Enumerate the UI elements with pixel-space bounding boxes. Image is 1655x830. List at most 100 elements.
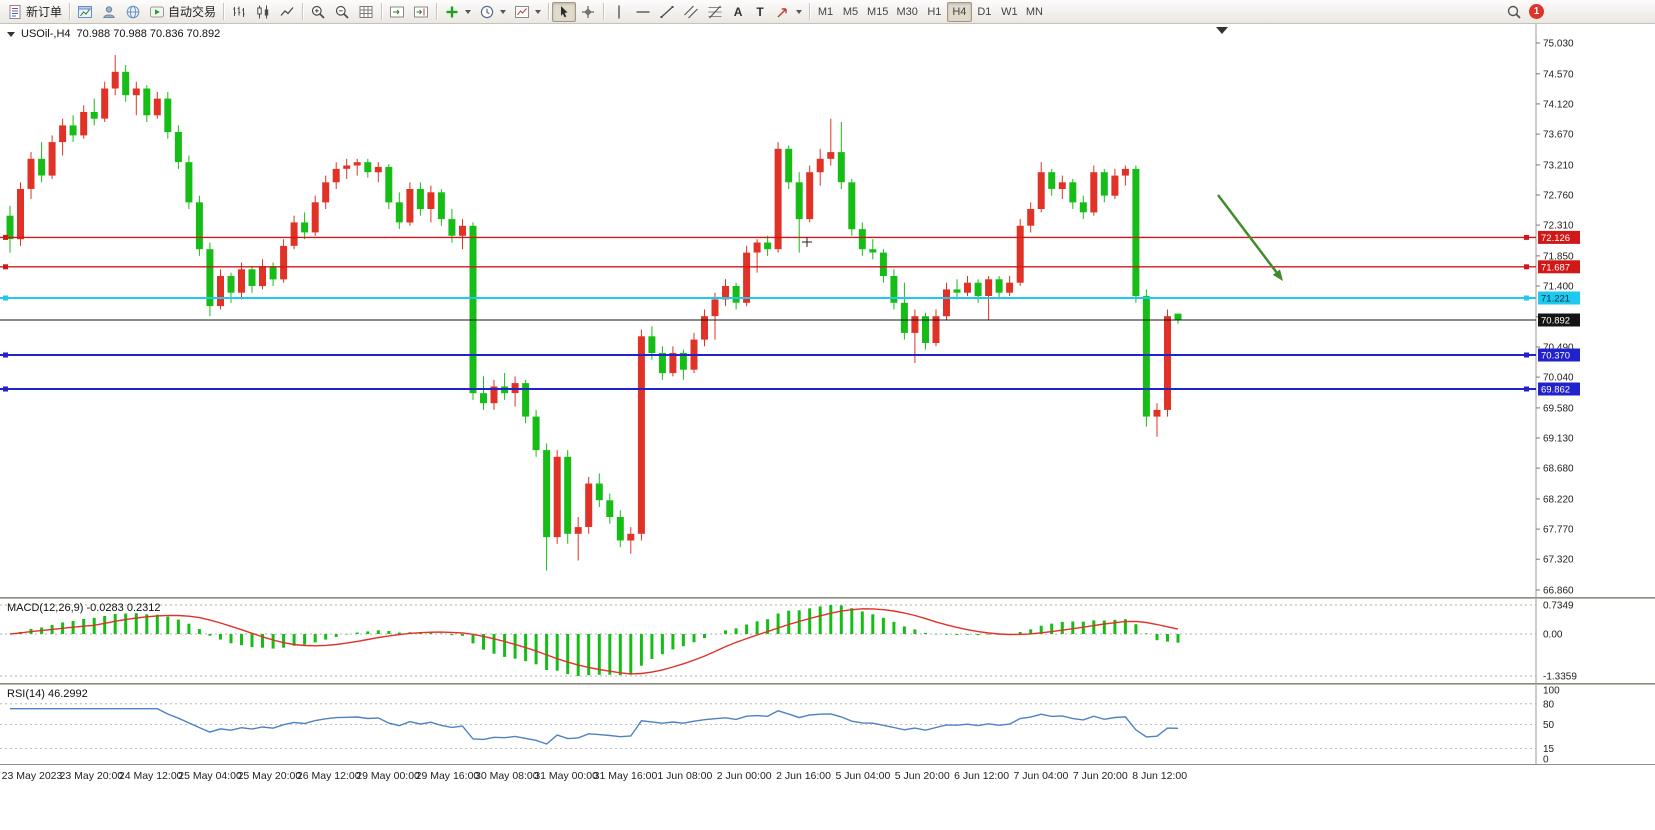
svg-text:67.320: 67.320 <box>1543 555 1574 566</box>
time-label: 23 May 20:00 <box>59 770 124 782</box>
time-label: 5 Jun 04:00 <box>835 770 891 782</box>
timeframe-group: M1 M5 M15 M30 H1 H4 D1 W1 MN <box>813 1 1047 22</box>
time-label: 7 Jun 20:00 <box>1072 770 1128 782</box>
time-label: 7 Jun 04:00 <box>1013 770 1069 782</box>
time-axis[interactable]: 23 May 2023 23 May 20:00 24 May 12:00 25 Ma… <box>0 764 1655 786</box>
community-button[interactable] <box>121 2 145 22</box>
chart-menu-icon[interactable] <box>7 31 15 37</box>
svg-text:15: 15 <box>1543 744 1555 755</box>
auto-scroll-icon <box>390 6 405 17</box>
clock-icon <box>480 5 494 18</box>
timeframe-button-M30[interactable]: M30 <box>896 5 918 18</box>
rsi-label: RSI(14) 46.2992 <box>7 688 88 700</box>
notification-badge[interactable]: 1 <box>1529 4 1544 19</box>
time-label: 29 May 16:00 <box>415 770 480 782</box>
chart-ohlc-values: 70.988 70.988 70.836 70.892 <box>76 28 221 40</box>
tile-windows-button[interactable] <box>354 2 378 22</box>
horizontal-line-tool-button[interactable] <box>631 2 655 22</box>
time-label: 2 Jun 16:00 <box>776 770 831 782</box>
timeframe-button-W1[interactable]: W1 <box>1001 5 1018 18</box>
svg-text:50: 50 <box>1543 720 1555 731</box>
text-tool-button[interactable]: A <box>727 2 749 22</box>
channel-tool-button[interactable] <box>679 2 703 22</box>
rsi-canvas[interactable]: 100 80 50 150 <box>0 685 1655 764</box>
time-label: 24 May 12:00 <box>118 770 183 782</box>
label-tool-button[interactable]: T <box>749 2 771 22</box>
time-label: 31 May 16:00 <box>593 770 658 782</box>
zoom-out-button[interactable] <box>330 2 354 22</box>
fibonacci-tool-button[interactable] <box>703 2 727 22</box>
svg-text:100: 100 <box>1543 686 1560 697</box>
timeframe-button-D1[interactable]: D1 <box>977 5 992 18</box>
price-line-70.892[interactable]: 70.892 <box>0 313 1580 327</box>
trendline-icon <box>660 5 674 18</box>
templates-button[interactable] <box>510 2 545 22</box>
timeframe-button-M15[interactable]: M15 <box>867 5 889 18</box>
timeframe-button-M1[interactable]: M1 <box>817 5 834 18</box>
panel-separator[interactable] <box>0 597 1655 599</box>
vertical-line-tool-button[interactable] <box>607 2 631 22</box>
channel-icon <box>684 5 698 18</box>
svg-text:73.670: 73.670 <box>1543 130 1574 141</box>
timeframe-button-H4[interactable]: H4 <box>946 1 972 22</box>
trend-arrow-annotation[interactable] <box>1217 194 1283 281</box>
globe-icon <box>126 5 140 18</box>
svg-text:0: 0 <box>1543 755 1549 765</box>
toolbar-separator <box>302 3 304 20</box>
macd-histogram <box>19 605 1180 676</box>
bar-chart-type-button[interactable] <box>227 2 251 22</box>
toolbar-separator <box>69 3 71 20</box>
time-label: 25 May 20:00 <box>237 770 302 782</box>
price-axis[interactable]: 75.030 74.570 74.120 73.670 73.210 72.760 72.3… <box>1536 39 1574 597</box>
toolbar-right-tools: 1 <box>1506 0 1544 23</box>
candlestick-chart-canvas[interactable]: 75.030 74.570 74.120 73.670 73.210 72.760 72.3… <box>0 24 1655 597</box>
macd-canvas[interactable]: 0.7349 0.00 -1.3359 <box>0 599 1655 683</box>
line-chart-type-button[interactable] <box>275 2 299 22</box>
panel-separator[interactable] <box>0 683 1655 685</box>
svg-text:69.130: 69.130 <box>1543 434 1574 445</box>
timeframe-button-MN[interactable]: MN <box>1025 5 1043 18</box>
timeframe-button-M5[interactable]: M5 <box>842 5 859 18</box>
profile-button[interactable] <box>97 2 121 22</box>
time-label: 5 Jun 20:00 <box>894 770 950 782</box>
chart-shift-button[interactable] <box>409 2 433 22</box>
rsi-panel[interactable]: RSI(14) 46.2992 100 80 50 15 0 <box>0 685 1655 764</box>
cursor-tool-button[interactable] <box>552 1 577 22</box>
chart-header: USOil-,H4 70.988 70.988 70.836 70.892 <box>7 28 220 40</box>
auto-scroll-button[interactable] <box>385 2 409 22</box>
notification-count: 1 <box>1533 6 1540 17</box>
cross-marker-annotation[interactable] <box>802 237 812 247</box>
charts-button[interactable] <box>73 2 97 22</box>
price-line-69.862[interactable]: 69.862 <box>0 382 1580 396</box>
price-line-71.221[interactable]: 71.221 <box>0 291 1580 305</box>
timeframe-button-H1[interactable]: H1 <box>927 5 942 18</box>
zoom-in-button[interactable] <box>306 2 330 22</box>
time-label: 6 Jun 12:00 <box>954 770 1010 782</box>
candle-chart-type-button[interactable] <box>251 2 275 22</box>
indicators-button[interactable] <box>440 2 475 22</box>
shapes-tool-button[interactable] <box>771 2 806 22</box>
svg-text:72.126: 72.126 <box>1541 233 1570 244</box>
macd-panel[interactable]: MACD(12,26,9) -0.0283 0.2312 0.7349 0.00 -… <box>0 599 1655 683</box>
price-line-71.687[interactable]: 71.687 <box>0 260 1580 274</box>
svg-text:69.862: 69.862 <box>1541 385 1570 396</box>
search-icon[interactable] <box>1506 4 1522 20</box>
new-order-label: 新订单 <box>26 5 63 19</box>
price-line-70.370[interactable]: 70.370 <box>0 348 1580 362</box>
toolbar-separator <box>809 3 811 20</box>
auto-trading-button[interactable]: 自动交易 <box>145 2 220 22</box>
chart-shift-icon <box>414 6 429 17</box>
new-order-icon <box>9 4 21 19</box>
svg-text:75.030: 75.030 <box>1543 39 1574 50</box>
crosshair-tool-button[interactable] <box>576 2 600 22</box>
periods-button[interactable] <box>475 2 510 22</box>
toolbar-separator <box>603 3 605 20</box>
chart-shift-marker[interactable] <box>1216 27 1228 34</box>
main-chart-panel[interactable]: USOil-,H4 70.988 70.988 70.836 70.892 75… <box>0 24 1655 597</box>
price-line-72.126[interactable]: 72.126 <box>0 230 1580 244</box>
svg-text:71.221: 71.221 <box>1541 294 1570 305</box>
auto-trading-label: 自动交易 <box>168 5 217 19</box>
trendline-tool-button[interactable] <box>655 2 679 22</box>
new-order-button[interactable]: 新订单 <box>3 2 66 22</box>
